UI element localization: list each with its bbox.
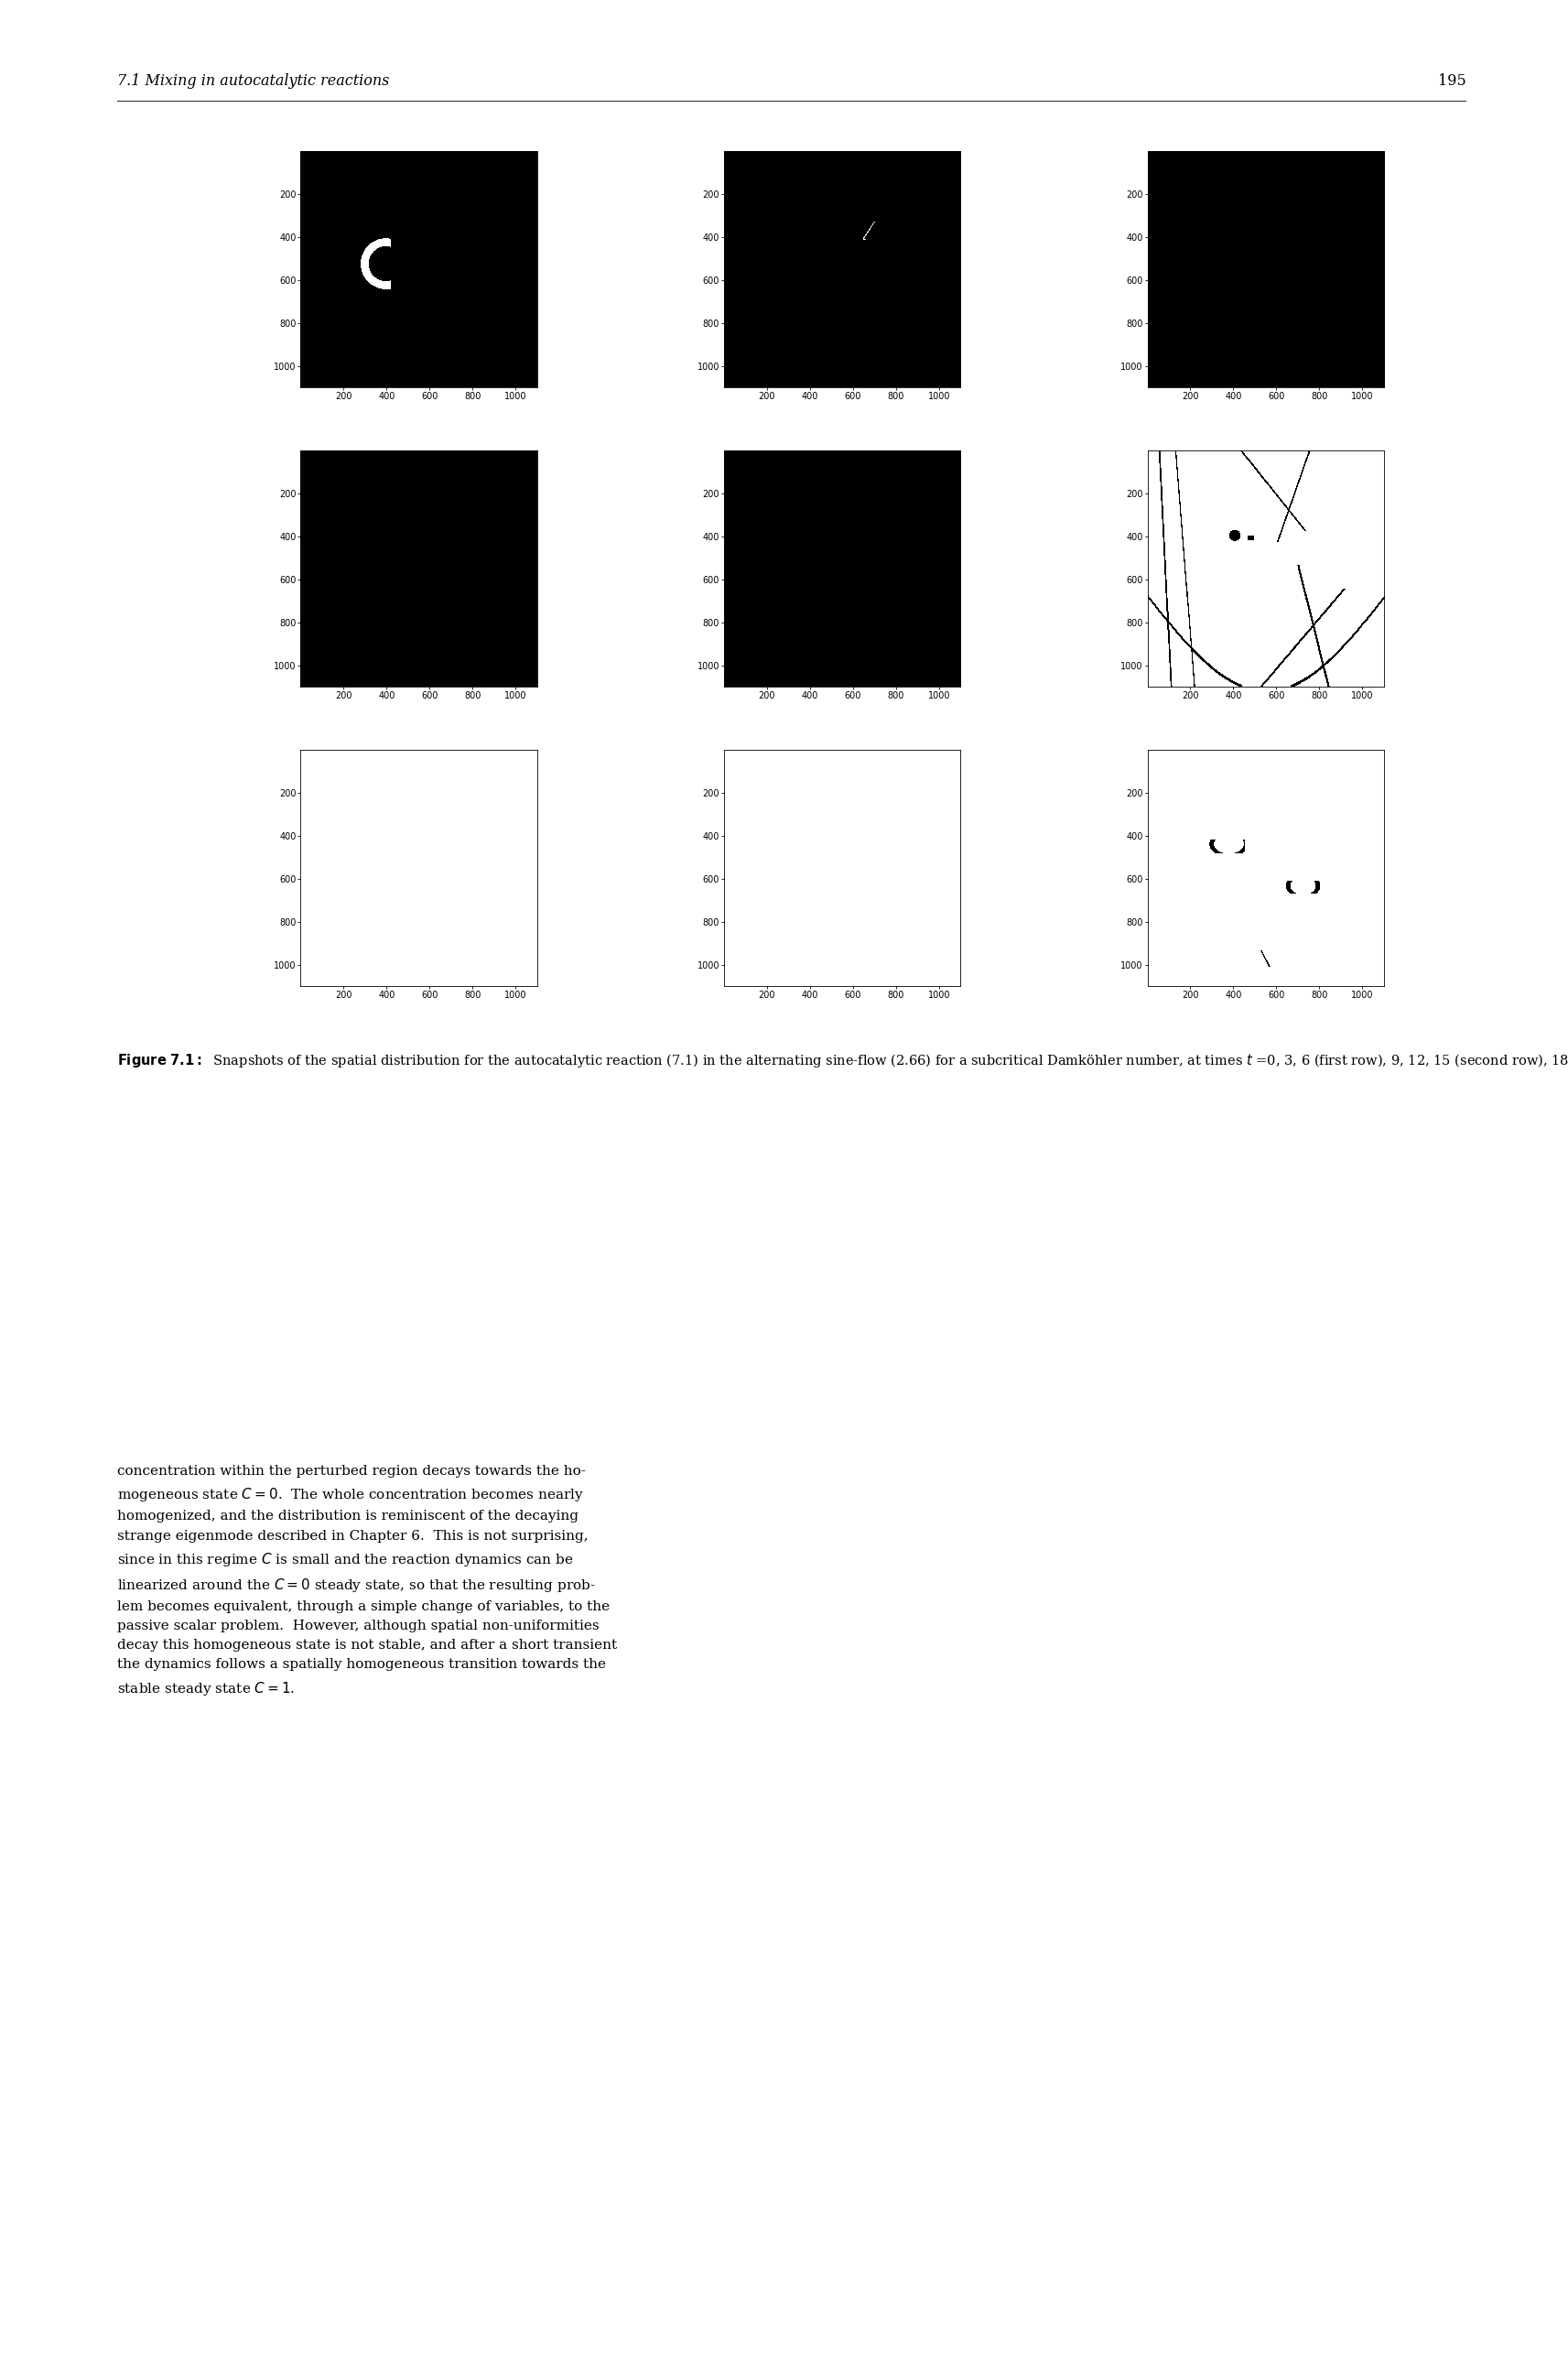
Text: 195: 195: [1438, 73, 1466, 90]
Text: $\mathbf{Figure\ 7.1:}$  Snapshots of the spatial distribution for the autocatal: $\mathbf{Figure\ 7.1:}$ Snapshots of the…: [118, 1052, 1568, 1068]
Text: 7.1 Mixing in autocatalytic reactions: 7.1 Mixing in autocatalytic reactions: [118, 73, 390, 90]
Text: concentration within the perturbed region decays towards the ho-
mogeneous state: concentration within the perturbed regio…: [118, 1465, 618, 1697]
